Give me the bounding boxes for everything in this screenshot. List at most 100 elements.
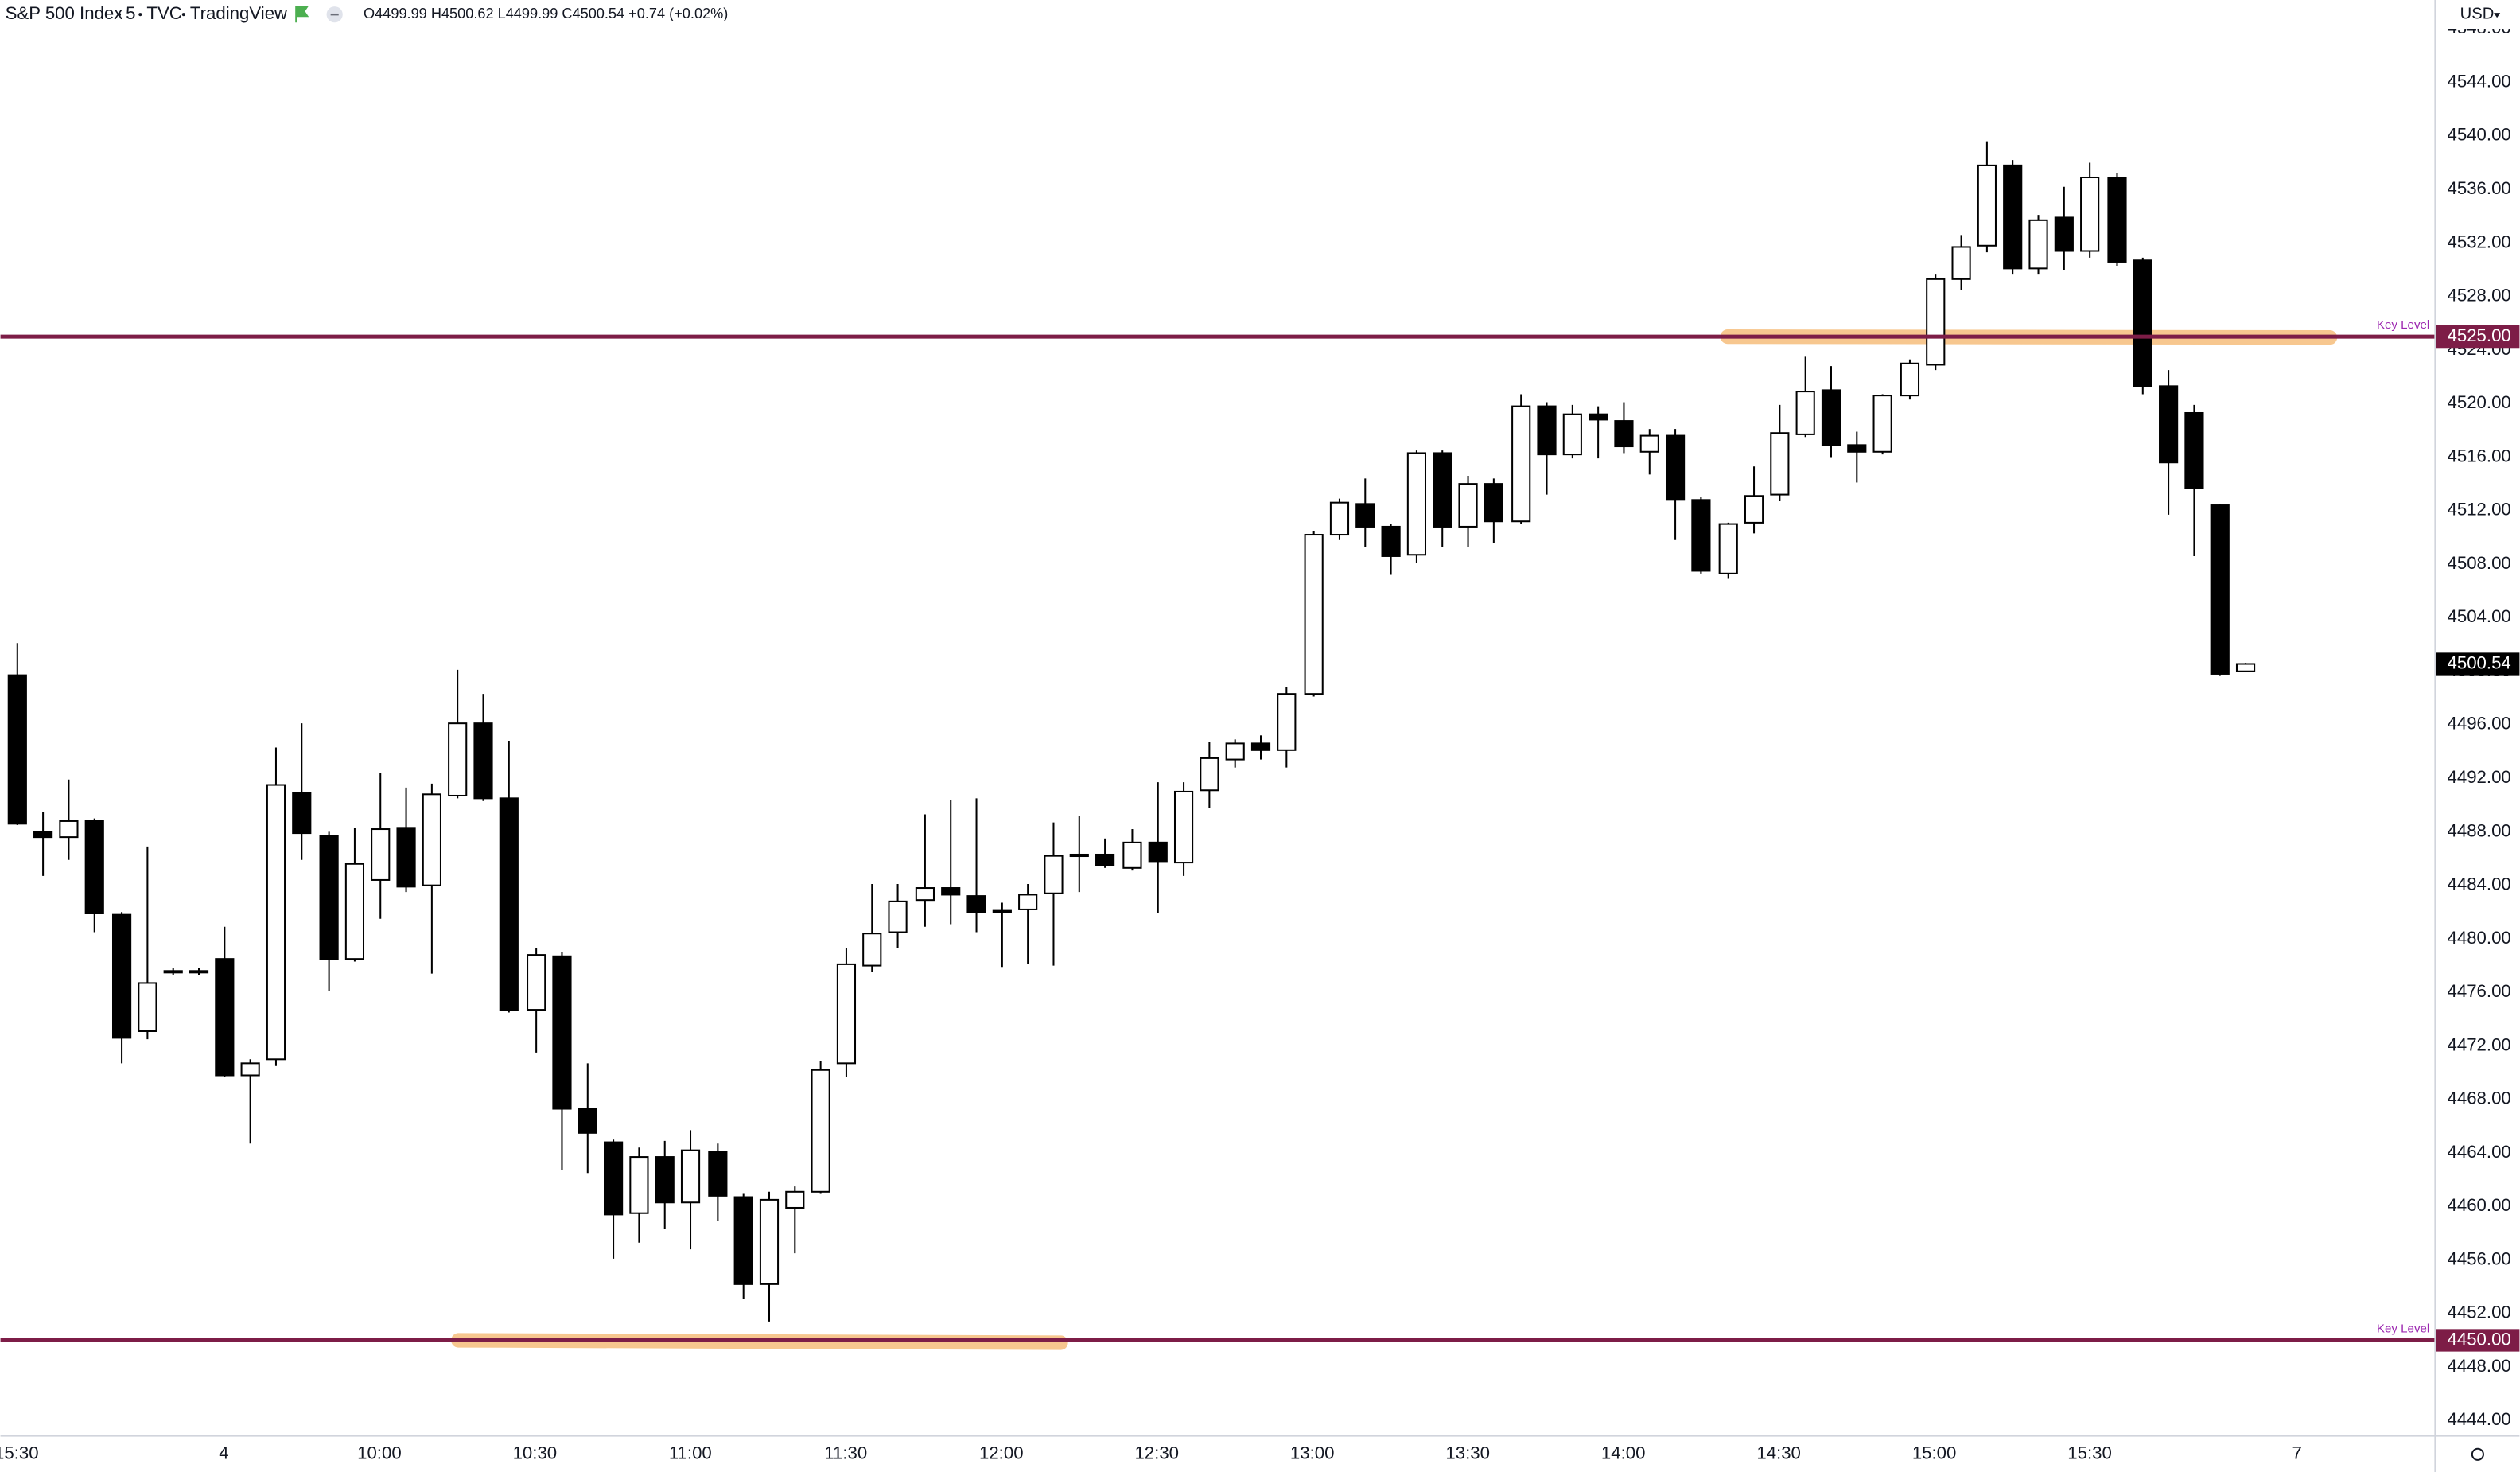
candle-body bbox=[371, 828, 391, 881]
y-tick-label: 4444.00 bbox=[2448, 1409, 2511, 1429]
separator bbox=[181, 13, 185, 17]
key-level-text: Key Level bbox=[2377, 1322, 2429, 1335]
candle-body bbox=[2133, 259, 2152, 387]
separator bbox=[138, 13, 142, 17]
key-level-tag-label: 4525.00 bbox=[2448, 325, 2511, 345]
last-price-label: 4500.54 bbox=[2448, 652, 2511, 672]
candle-body bbox=[811, 1069, 830, 1193]
y-tick-label: 4508.00 bbox=[2448, 553, 2511, 573]
settings-button[interactable] bbox=[2471, 1447, 2484, 1461]
x-tick-label: 15:00 bbox=[1912, 1443, 1957, 1463]
y-tick-label: 4520.00 bbox=[2448, 392, 2511, 412]
candle-body bbox=[2210, 504, 2230, 675]
candle-body bbox=[292, 792, 312, 835]
candle-body bbox=[240, 1062, 260, 1077]
y-tick-label: 4516.00 bbox=[2448, 446, 2511, 465]
candle-body bbox=[1718, 523, 1738, 574]
candle-body bbox=[319, 835, 339, 960]
y-tick-label: 4452.00 bbox=[2448, 1303, 2511, 1322]
candle-body bbox=[862, 933, 882, 967]
candle-body bbox=[1847, 444, 1867, 453]
y-tick-label: 4460.00 bbox=[2448, 1195, 2511, 1215]
candle-body bbox=[578, 1108, 597, 1134]
candle-body bbox=[655, 1156, 675, 1204]
candle-body bbox=[680, 1149, 701, 1204]
candle-body bbox=[1406, 452, 1427, 556]
y-tick-label: 4448.00 bbox=[2448, 1356, 2511, 1376]
candle-body bbox=[163, 970, 183, 974]
candle-body bbox=[1433, 452, 1452, 528]
candle-body bbox=[915, 887, 935, 902]
y-tick-label: 4476.00 bbox=[2448, 981, 2511, 1001]
currency-caret bbox=[2494, 13, 2501, 18]
candle-body bbox=[499, 797, 519, 1011]
source: TradingView bbox=[190, 3, 288, 23]
candle-body bbox=[111, 913, 132, 1039]
candle-body bbox=[733, 1196, 753, 1285]
x-tick-label: 11:30 bbox=[824, 1443, 867, 1463]
y-tick-label: 4468.00 bbox=[2448, 1088, 2511, 1108]
legend-header: S&P 500 Index 5 TVC TradingView O4499.99… bbox=[0, 0, 728, 29]
candle-body bbox=[708, 1151, 728, 1197]
x-tick-label: 12:30 bbox=[1134, 1443, 1179, 1463]
x-tick-label: 11:00 bbox=[669, 1443, 712, 1463]
x-tick-label: 12:00 bbox=[979, 1443, 1024, 1463]
candle-body bbox=[1872, 395, 1892, 453]
candle-body bbox=[888, 900, 908, 933]
key-level-text: Key Level bbox=[2377, 318, 2429, 332]
separator bbox=[118, 13, 122, 17]
candle-body bbox=[1665, 434, 1686, 501]
candle-body bbox=[1148, 841, 1168, 863]
candle-body bbox=[1511, 405, 1531, 523]
x-tick-label: 14:00 bbox=[1601, 1443, 1646, 1463]
candle-body bbox=[396, 827, 416, 888]
candle-body bbox=[1355, 503, 1375, 528]
candle-body bbox=[1951, 246, 1971, 280]
candle-body bbox=[1977, 164, 1997, 247]
key-level-tag-label: 4450.00 bbox=[2448, 1329, 2511, 1349]
key-level-tag bbox=[2436, 325, 2520, 349]
y-tick-label: 4456.00 bbox=[2448, 1248, 2511, 1268]
candle-body bbox=[629, 1156, 649, 1214]
currency-bg bbox=[2439, 0, 2520, 29]
y-tick-label: 4544.00 bbox=[2448, 71, 2511, 91]
candle-body bbox=[1200, 757, 1219, 792]
candle-body bbox=[604, 1141, 624, 1216]
last-price-tag bbox=[2436, 652, 2520, 676]
exchange: TVC bbox=[146, 3, 181, 23]
candle-body bbox=[1095, 853, 1115, 866]
candle-body bbox=[1304, 534, 1324, 695]
candle-body bbox=[344, 863, 365, 960]
candle-body bbox=[1484, 483, 1503, 523]
candle-body bbox=[1277, 693, 1297, 751]
candle-body bbox=[1173, 790, 1194, 864]
candle-body bbox=[1044, 855, 1064, 894]
candle-body bbox=[1821, 389, 1841, 446]
candle-body bbox=[1639, 434, 1659, 453]
candle-body bbox=[941, 887, 961, 896]
market-status-icon[interactable] bbox=[295, 6, 309, 23]
candle-body bbox=[1795, 391, 1815, 435]
candle-body bbox=[1770, 432, 1790, 496]
y-tick-label: 4484.00 bbox=[2448, 874, 2511, 894]
y-tick-label: 4496.00 bbox=[2448, 714, 2511, 734]
candle-body bbox=[759, 1198, 780, 1285]
candle-body bbox=[33, 831, 53, 839]
candle-body bbox=[84, 820, 104, 914]
y-tick-label: 4536.00 bbox=[2448, 178, 2511, 198]
y-tick-label: 4528.00 bbox=[2448, 286, 2511, 306]
candle-body bbox=[966, 895, 986, 913]
candle-body bbox=[266, 784, 286, 1061]
x-tick-label: 13:00 bbox=[1290, 1443, 1335, 1463]
y-tick-label: 4532.00 bbox=[2448, 232, 2511, 251]
candle-body bbox=[2028, 219, 2048, 270]
y-tick-label: 4512.00 bbox=[2448, 500, 2511, 520]
y-tick-label: 4492.00 bbox=[2448, 767, 2511, 787]
axes: 4444.00 4448.00 4452.00 4456.00 4460.00 4464.… bbox=[0, 18, 2520, 1463]
x-tick-label: 10:00 bbox=[357, 1443, 402, 1463]
candle-body bbox=[1900, 362, 1920, 397]
currency[interactable]: USD bbox=[2460, 6, 2495, 23]
candle-body bbox=[1458, 483, 1478, 528]
